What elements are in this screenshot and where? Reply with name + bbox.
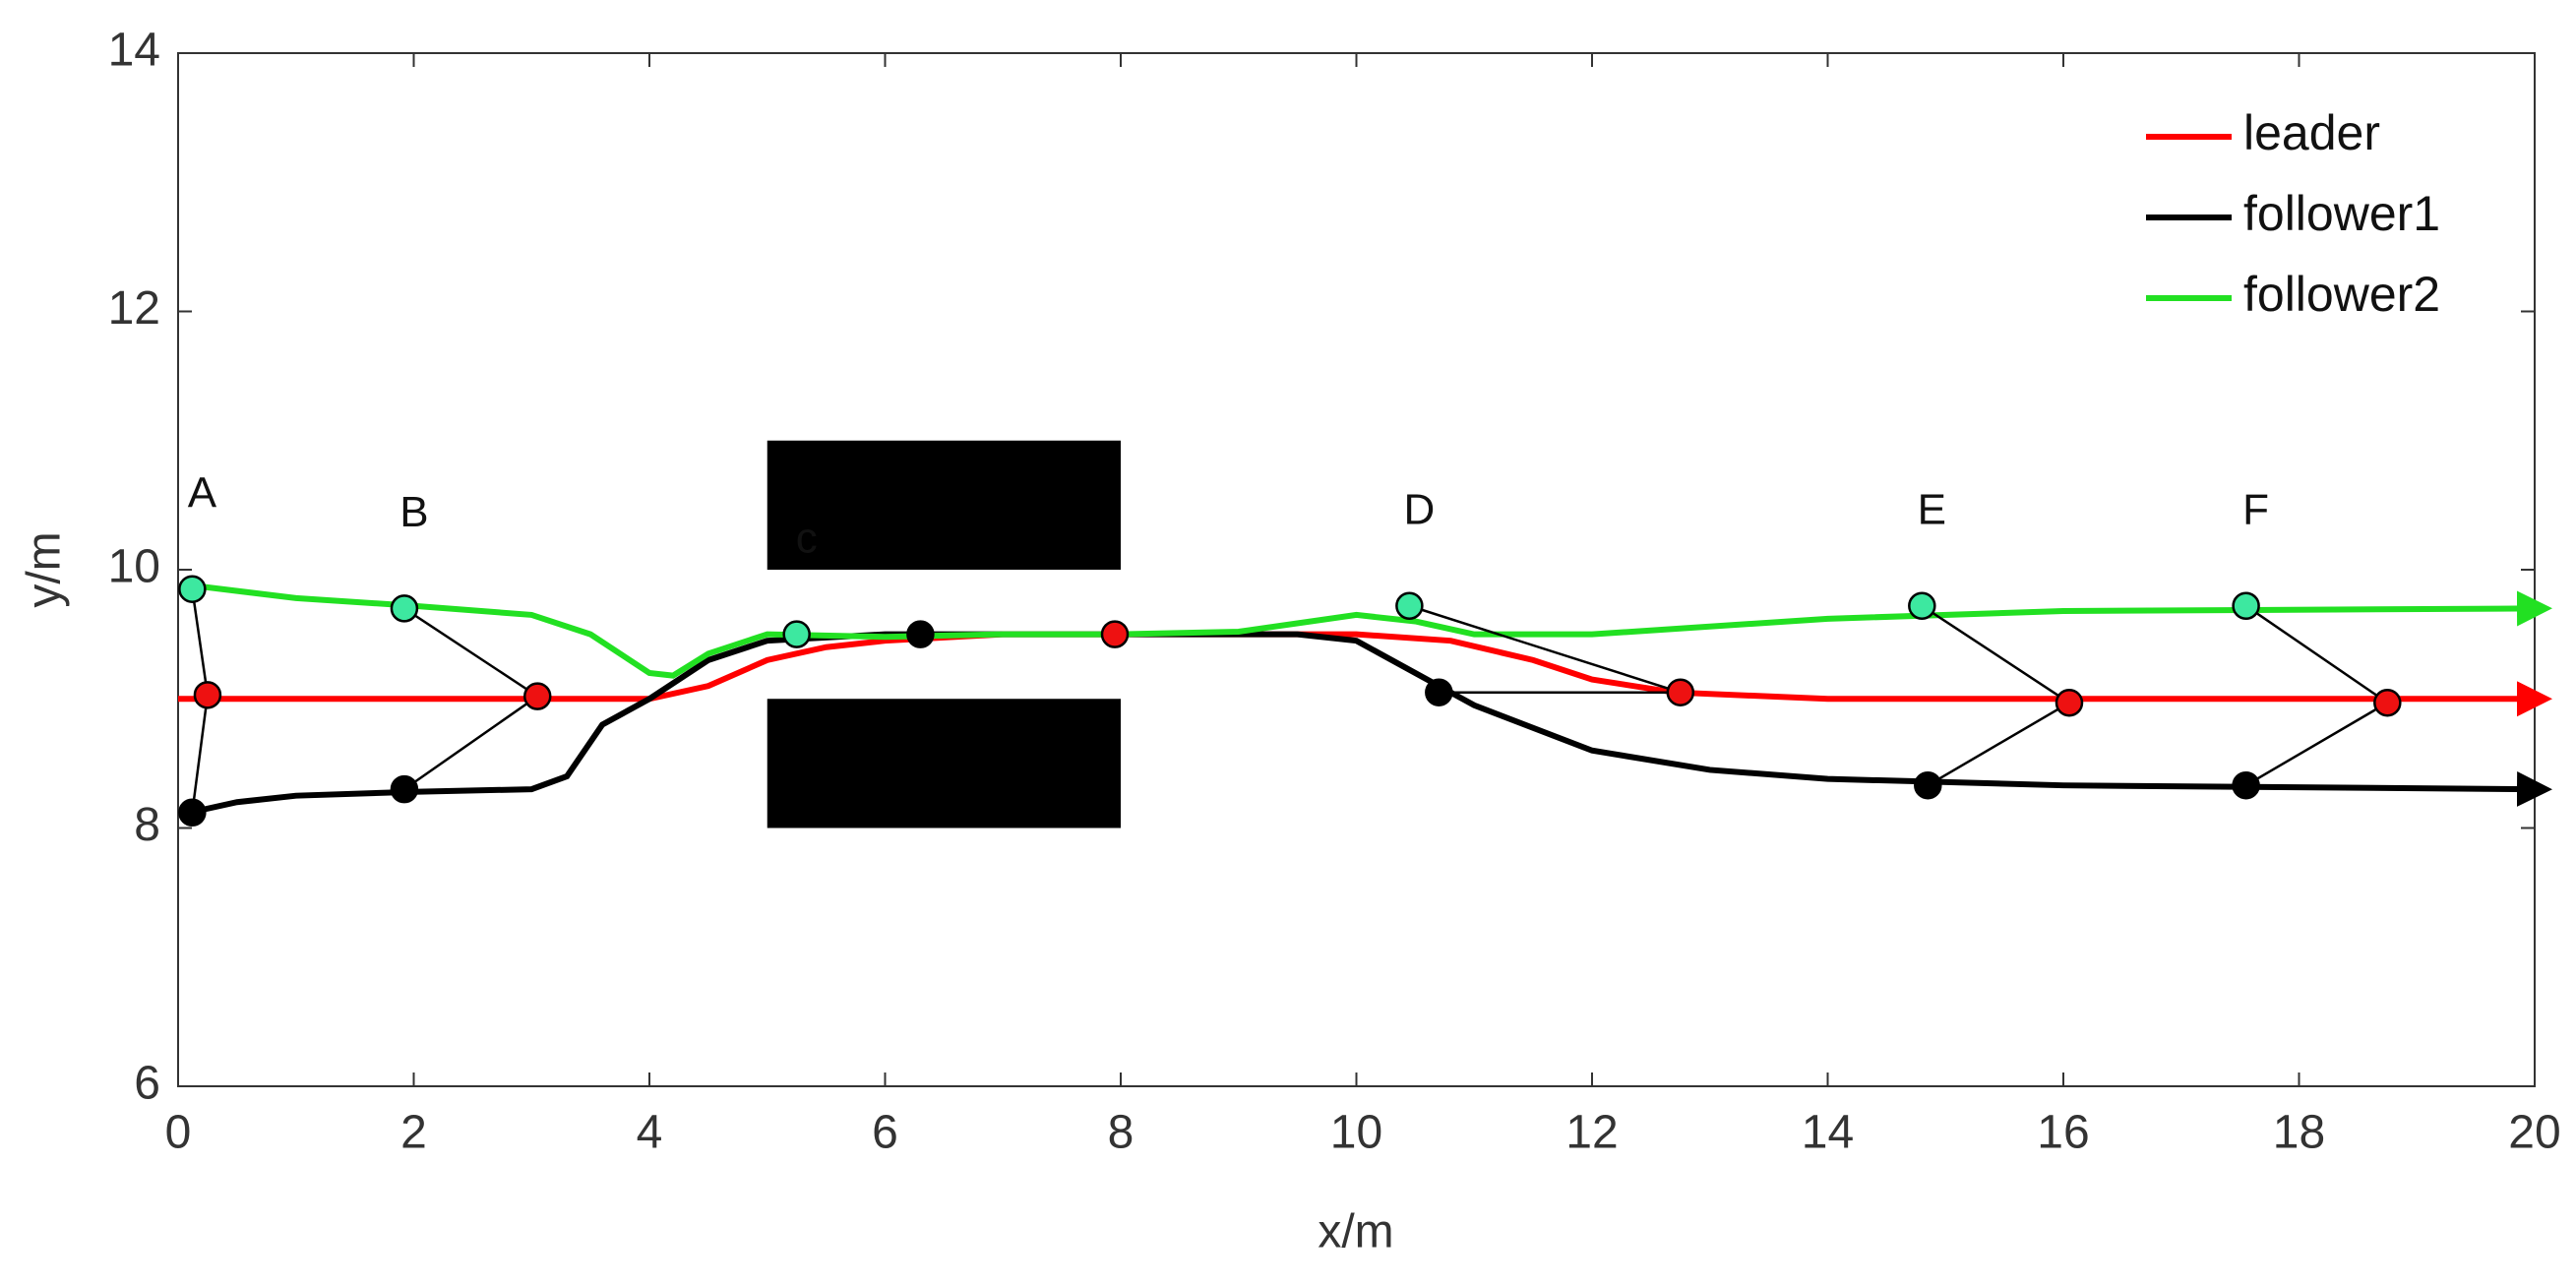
obstacle xyxy=(767,699,1121,828)
legend-label: follower2 xyxy=(2243,267,2440,322)
formation-point xyxy=(1666,678,1695,706)
formation-point xyxy=(2232,591,2260,620)
x-tick-label: 18 xyxy=(2273,1107,2325,1159)
formation-point xyxy=(2055,688,2084,717)
y-tick-label: 14 xyxy=(108,25,160,77)
trajectory-line xyxy=(189,631,2552,816)
y-tick-label: 6 xyxy=(134,1058,160,1110)
obstacle xyxy=(767,440,1121,570)
formation-point xyxy=(178,575,207,603)
formation-point xyxy=(390,774,419,804)
formation-point xyxy=(1100,620,1130,648)
formation-point xyxy=(1914,770,1942,800)
formation-point xyxy=(193,681,222,709)
formation-point xyxy=(906,620,935,648)
x-tick-label: 16 xyxy=(2037,1107,2089,1159)
x-tick-label: 20 xyxy=(2508,1107,2560,1159)
y-tick-label: 8 xyxy=(134,799,160,851)
formation-point xyxy=(178,798,207,827)
formation-point xyxy=(1908,591,1936,620)
formation-label: E xyxy=(1918,485,1946,533)
plot-frame xyxy=(177,52,2536,1087)
formation-label: A xyxy=(188,468,217,517)
formation-link xyxy=(1921,604,2072,787)
x-tick-label: 4 xyxy=(637,1107,663,1159)
x-tick-label: 8 xyxy=(1108,1107,1135,1159)
formation-label: B xyxy=(399,488,428,536)
legend-label: follower1 xyxy=(2243,186,2440,241)
x-tick-label: 0 xyxy=(165,1107,192,1159)
x-tick-label: 10 xyxy=(1330,1107,1382,1159)
formation-point xyxy=(390,594,419,623)
formation-label: D xyxy=(1403,485,1435,533)
x-tick-label: 12 xyxy=(1565,1107,1618,1159)
y-tick-label: 12 xyxy=(108,282,160,335)
formation-link xyxy=(1409,604,1682,694)
trajectory-line xyxy=(189,582,2552,679)
formation-link xyxy=(2244,604,2390,787)
formation-point xyxy=(1395,591,1424,620)
y-axis-label: y/m xyxy=(19,531,71,607)
x-tick-label: 14 xyxy=(1802,1107,1854,1159)
x-tick-label: 6 xyxy=(872,1107,898,1159)
formation-point xyxy=(1425,678,1453,706)
formation-label: F xyxy=(2242,485,2269,533)
formation-point xyxy=(2373,688,2402,717)
formation-point xyxy=(782,620,811,648)
legend-label: leader xyxy=(2243,105,2380,160)
x-tick-label: 2 xyxy=(400,1107,427,1159)
formation-point xyxy=(522,682,552,710)
formation-label: c xyxy=(796,514,818,562)
y-tick-label: 10 xyxy=(108,541,160,593)
x-axis-label: x/m xyxy=(1318,1206,1393,1258)
formation-point xyxy=(2232,770,2260,800)
